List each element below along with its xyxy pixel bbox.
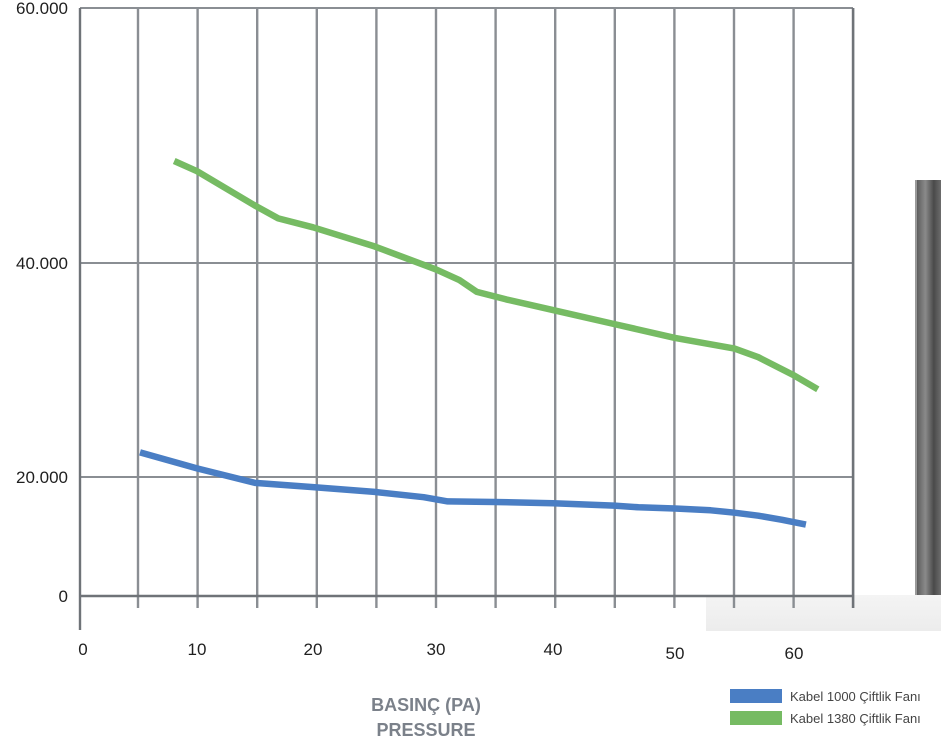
x-tick-label: 10 <box>188 640 207 659</box>
y-tick-labels: 0 20.000 40.000 60.000 <box>16 0 68 606</box>
y-tick-label: 20.000 <box>16 468 68 487</box>
x-axis-sublabel: PRESSURE <box>376 720 475 740</box>
x-tick-label: 30 <box>427 640 446 659</box>
product-photo-floor <box>706 595 941 631</box>
x-tick-label: 0 <box>78 640 87 659</box>
legend-label-1: Kabel 1000 Çiftlik Fanı <box>790 689 921 704</box>
legend: Kabel 1000 Çiftlik Fanı Kabel 1380 Çiftli… <box>730 689 921 726</box>
x-tick-label: 40 <box>544 640 563 659</box>
series-lines <box>139 158 820 528</box>
x-tick-label: 60 <box>785 644 804 663</box>
legend-label-2: Kabel 1380 Çiftlik Fanı <box>790 711 921 726</box>
x-tick-label: 20 <box>304 640 323 659</box>
chart-axes <box>78 8 855 630</box>
series-line-2 <box>172 158 820 393</box>
x-tick-labels: 0 10 20 30 40 50 60 <box>78 640 803 663</box>
x-axis-label: BASINÇ (PA) <box>371 695 481 715</box>
y-tick-label: 40.000 <box>16 254 68 273</box>
legend-swatch-2 <box>730 711 782 725</box>
series-line-1 <box>139 449 807 528</box>
y-tick-label: 60.000 <box>16 0 68 18</box>
x-tick-label: 50 <box>666 644 685 663</box>
y-tick-label: 0 <box>59 587 68 606</box>
product-photo-edge <box>915 180 941 607</box>
legend-swatch-1 <box>730 689 782 703</box>
chart-grid <box>80 7 855 608</box>
